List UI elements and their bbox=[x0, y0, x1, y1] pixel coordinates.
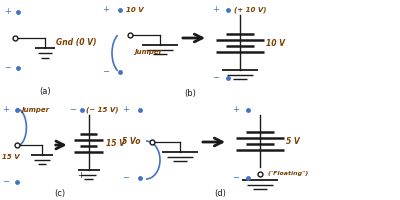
Text: 10 V: 10 V bbox=[126, 7, 144, 13]
Text: +: + bbox=[77, 170, 84, 180]
Text: (d): (d) bbox=[214, 189, 226, 198]
Text: (c): (c) bbox=[54, 189, 66, 198]
Text: (b): (b) bbox=[184, 89, 196, 98]
Text: (a): (a) bbox=[39, 87, 51, 96]
Text: +: + bbox=[122, 106, 129, 114]
Text: +: + bbox=[4, 7, 11, 17]
Text: +: + bbox=[102, 5, 109, 15]
Text: Gnd (0 V): Gnd (0 V) bbox=[56, 38, 96, 47]
Text: 5 Vo: 5 Vo bbox=[122, 138, 140, 146]
Text: 5 V: 5 V bbox=[286, 136, 300, 146]
Text: Jumper: Jumper bbox=[134, 49, 162, 55]
Text: +: + bbox=[212, 5, 219, 15]
Text: +: + bbox=[2, 106, 9, 114]
Text: −: − bbox=[102, 68, 109, 76]
Text: ("Floating"): ("Floating") bbox=[268, 170, 309, 176]
Text: −: − bbox=[212, 73, 219, 82]
Text: −: − bbox=[232, 173, 239, 182]
Text: +: + bbox=[232, 106, 239, 114]
Text: Jumper: Jumper bbox=[22, 107, 50, 113]
Text: −: − bbox=[70, 106, 77, 114]
Text: −: − bbox=[4, 64, 11, 72]
Text: 15 V: 15 V bbox=[106, 138, 125, 148]
Text: (+ 10 V): (+ 10 V) bbox=[234, 7, 266, 13]
Text: (− 15 V): (− 15 V) bbox=[86, 107, 119, 113]
Text: −: − bbox=[2, 178, 10, 186]
Text: −: − bbox=[122, 173, 129, 182]
Text: 15 V: 15 V bbox=[2, 154, 20, 160]
Text: 10 V: 10 V bbox=[266, 38, 285, 47]
